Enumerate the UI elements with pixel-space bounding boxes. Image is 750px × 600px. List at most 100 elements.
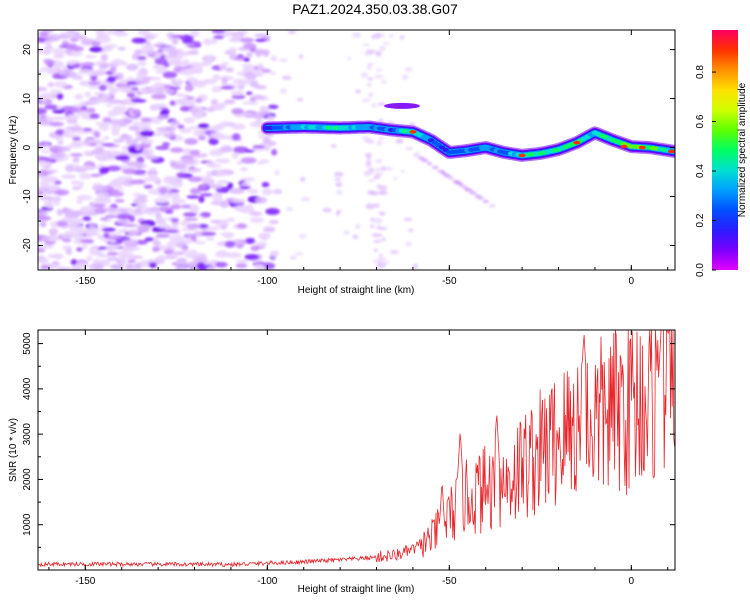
spectrogram-noise-blob [174,98,186,104]
spectrogram-noise-blob [366,156,372,160]
spectrogram-noise-blob [367,92,374,98]
spectrogram-noise-blob [161,142,171,147]
spectrogram-noise-blob [281,75,292,81]
spectrogram-noise-blob [42,244,55,249]
spectrogram-noise-blob [72,137,81,141]
spectrogram-noise-blob [223,234,234,239]
spectrogram-noise-blob [125,139,139,146]
spectrogram-noise-blob [377,102,387,106]
spectrogram-noise-blob [190,47,199,52]
spectrogram-noise-blob [366,64,372,71]
spectrogram-noise-blob [377,262,383,267]
spectrogram-y-axis-label: Frequency (Hz) [8,116,19,185]
spectrogram-noise-blob [226,217,235,222]
spectrogram-noise-blob [261,181,270,188]
spectrogram-noise-blob [56,157,64,163]
spectrogram-noise-blob [336,189,343,195]
spectrogram-noise-blob [96,191,111,198]
spectrogram-noise-blob [94,153,109,160]
spectrogram-noise-blob [378,46,387,51]
spectrogram-noise-blob [370,35,378,40]
spectrogram-noise-blob [200,212,211,217]
spectrogram-noise-blob [101,94,112,98]
spectrogram-noise-blob [289,256,297,260]
spectrogram-noise-blob [371,102,377,108]
spectrogram-noise-blob [209,184,223,189]
figure-title: PAZ1.2024.350.03.38.G07 [292,1,458,17]
spectrogram-noise-blob [108,89,118,95]
colorbar: 0.0 0.2 0.4 0.6 0.8 Normalized spectral ampl… [695,30,748,277]
spectrogram-noise-blob [38,70,44,74]
spectrogram-noise-blob [249,217,265,223]
spectrogram-noise-blob [280,88,288,95]
spectrogram-noise-blob [66,219,82,227]
spectrogram-noise-blob [51,197,59,202]
spectrogram-noise-blob [45,201,54,209]
spectrogram-noise-blob [162,229,179,233]
spectrogram-noise-blob [228,38,235,42]
spectrogram-noise-blob [270,55,278,62]
spectrogram-noise-blob [47,253,61,259]
spectrogram-noise-blob [259,107,272,111]
spectrogram-noise-blob [198,196,205,203]
spectrogram-noise-blob [250,81,260,88]
spectrogram-noise-blob [124,89,140,94]
spectrogram-noise-blob [140,117,152,123]
spectrogram-noise-blob [84,54,97,59]
spectrogram-noise-blob [79,238,95,244]
spectrogram-noise-blob [378,136,384,141]
spectrogram-noise-blob [125,263,134,269]
spectrogram-noise-blob [126,91,135,98]
spectrogram-noise-blob [140,87,147,95]
spectrogram-noise-blob [374,203,380,208]
spectrogram-noise-blob [138,120,151,127]
spectrogram-noise-blob [107,251,119,256]
snr-y-tick-label: 3000 [22,423,33,446]
spectrogram-noise-blob [186,194,200,199]
spectrogram-noise-blob [105,70,114,76]
spectrogram-noise-blob [226,252,242,259]
spectrogram-noise-blob [83,150,91,156]
spectrogram-noise-blob [223,99,236,105]
spectrogram-noise-blob [60,175,75,179]
spectrogram-y-tick-label: 0 [22,144,33,150]
spectrogram-noise-blob [190,237,198,242]
spectrogram-noise-blob [235,263,248,269]
spectrogram-noise-blob [123,239,139,245]
spectrogram-noise-blob [155,233,170,238]
spectrogram-noise-blob [44,59,55,66]
spectrogram-noise-blob [380,80,387,84]
spectrogram-noise-blob [56,93,64,100]
spectrogram-noise-blob [95,35,112,44]
spectrogram-side-lobe [384,102,420,109]
spectrogram-noise-blob [162,71,178,79]
spectrogram-noise-blob [373,248,379,252]
spectrogram-noise-blob [443,173,450,177]
spectrogram-noise-blob [138,30,151,36]
spectrogram-noise-blob [187,44,202,48]
spectrogram-noise-blob [158,244,166,251]
spectrogram-noise-blob [196,262,206,269]
spectrogram-noise-blob [230,90,244,96]
spectrogram-noise-blob [106,235,123,240]
spectrogram-noise-blob [90,245,99,250]
spectrogram-noise-blob [187,223,201,229]
spectrogram-noise-blob [70,34,87,40]
spectrogram-noise-blob [300,196,311,202]
spectrogram-noise-blob [104,44,118,49]
spectrogram-noise-blob [55,137,65,142]
spectrogram-noise-blob [157,217,165,222]
spectrogram-noise-blob [69,153,83,157]
spectrogram-noise-blob [39,257,49,265]
spectrogram-noise-blob [199,183,208,190]
spectrogram-noise-blob [412,152,421,158]
spectrogram-noise-blob [370,217,375,222]
spectrogram-noise-blob [198,135,206,141]
spectrogram-noise-blob [239,185,251,190]
spectrogram-noise-blob [114,154,130,161]
spectrogram-noise-blob [148,33,159,38]
spectrogram-hotspot [409,130,417,134]
spectrogram-noise-blob [99,224,109,228]
spectrogram-noise-blob [62,130,69,138]
spectrogram-noise-blob [153,197,170,204]
